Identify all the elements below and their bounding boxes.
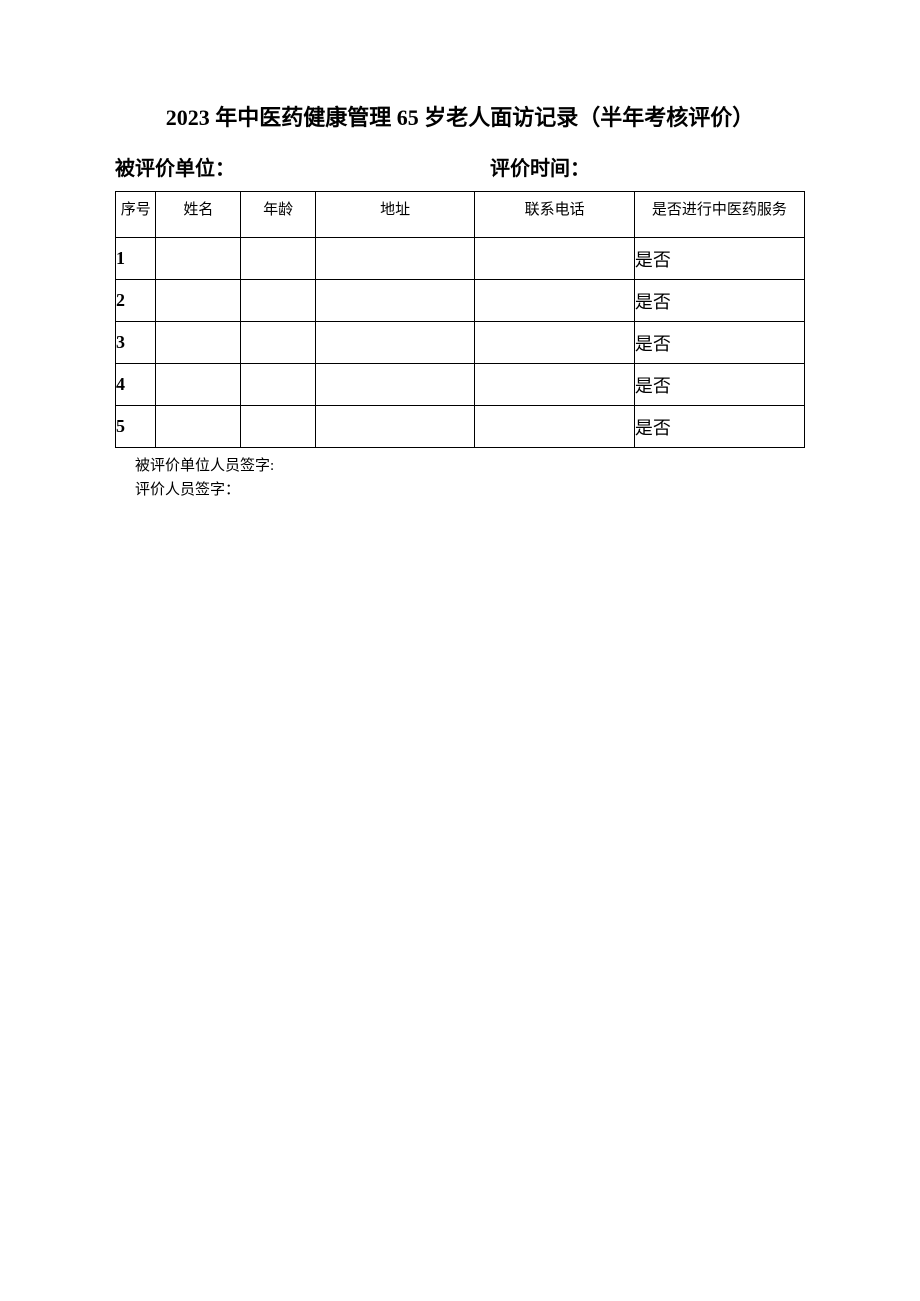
cell-tcm-service: 是否	[634, 322, 804, 364]
cell-age	[241, 322, 315, 364]
table-row: 3 是否	[116, 322, 805, 364]
cell-tcm-service: 是否	[634, 238, 804, 280]
cell-address	[315, 280, 474, 322]
interview-record-table: 序号 姓名 年龄 地址 联系电话 是否进行中医药服务 1 是否 2 是否 3	[115, 191, 805, 448]
footer-signatures: 被评价单位人员签字: 评价人员签字：	[115, 454, 805, 502]
cell-tcm-service: 是否	[634, 280, 804, 322]
col-header-phone: 联系电话	[475, 192, 634, 238]
cell-name	[156, 406, 241, 448]
table-row: 5 是否	[116, 406, 805, 448]
cell-seq: 5	[116, 406, 156, 448]
cell-seq: 4	[116, 364, 156, 406]
col-header-tcm-service: 是否进行中医药服务	[634, 192, 804, 238]
cell-age	[241, 238, 315, 280]
document-title: 2023 年中医药健康管理 65 岁老人面访记录（半年考核评价）	[115, 100, 805, 132]
cell-address	[315, 322, 474, 364]
cell-name	[156, 322, 241, 364]
col-header-seq: 序号	[116, 192, 156, 238]
cell-phone	[475, 364, 634, 406]
cell-tcm-service: 是否	[634, 364, 804, 406]
cell-phone	[475, 280, 634, 322]
cell-age	[241, 406, 315, 448]
table-row: 4 是否	[116, 364, 805, 406]
header-fields: 被评价单位： 评价时间：	[115, 152, 805, 181]
cell-seq: 2	[116, 280, 156, 322]
evaluated-unit-label: 被评价单位：	[115, 152, 430, 181]
cell-name	[156, 280, 241, 322]
cell-tcm-service: 是否	[634, 406, 804, 448]
table-row: 1 是否	[116, 238, 805, 280]
cell-age	[241, 280, 315, 322]
table-row: 2 是否	[116, 280, 805, 322]
cell-address	[315, 364, 474, 406]
col-header-age: 年龄	[241, 192, 315, 238]
cell-age	[241, 364, 315, 406]
evaluation-time-label: 评价时间：	[430, 152, 805, 181]
cell-phone	[475, 238, 634, 280]
signature-evaluator: 评价人员签字：	[135, 478, 805, 502]
cell-name	[156, 238, 241, 280]
col-header-name: 姓名	[156, 192, 241, 238]
signature-evaluated-unit: 被评价单位人员签字:	[135, 454, 805, 478]
cell-address	[315, 238, 474, 280]
cell-address	[315, 406, 474, 448]
cell-seq: 1	[116, 238, 156, 280]
table-header-row: 序号 姓名 年龄 地址 联系电话 是否进行中医药服务	[116, 192, 805, 238]
cell-seq: 3	[116, 322, 156, 364]
col-header-address: 地址	[315, 192, 474, 238]
cell-name	[156, 364, 241, 406]
cell-phone	[475, 322, 634, 364]
cell-phone	[475, 406, 634, 448]
